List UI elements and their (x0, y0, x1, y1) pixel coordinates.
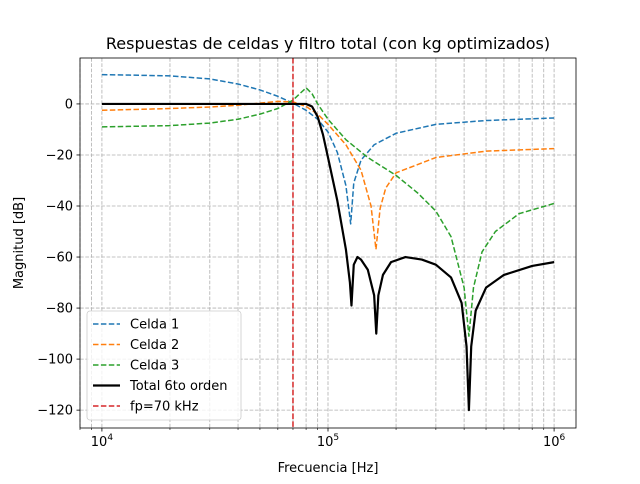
legend-entries: Celda 1 Celda 2 Celda 3 Total 6to orden fp=7… (93, 318, 228, 415)
series-line-2 (101, 100, 555, 251)
legend-label: Celda 2 (130, 338, 179, 353)
x-tick-label: 104 (91, 433, 114, 450)
series-line-3 (101, 87, 555, 337)
legend-label: Total 6to orden (129, 379, 228, 394)
x-tick-label-exponent: 5 (333, 433, 339, 443)
y-tick-label: −120 (37, 404, 73, 419)
y-tick-label: 0 (65, 97, 73, 112)
legend-label: Celda 1 (130, 318, 179, 333)
y-axis-label: Magnitud [dB] (12, 197, 27, 289)
y-tick-label: −20 (46, 148, 73, 163)
legend: Celda 1 Celda 2 Celda 3 Total 6to orden fp=7… (86, 310, 242, 421)
x-axis-label: Frecuencia [Hz] (278, 461, 379, 476)
x-tick-label-exponent: 6 (559, 433, 565, 443)
x-tick-label-base: 10 (543, 435, 560, 450)
chart-title: Respuestas de celdas y filtro total (con… (106, 34, 550, 53)
x-tick-label: 105 (317, 433, 339, 450)
y-tick-label: −100 (37, 353, 73, 368)
y-tick-label: −80 (46, 302, 73, 317)
x-tick-label: 106 (543, 433, 566, 450)
x-tick-label-base: 10 (317, 435, 334, 450)
x-tick-label-base: 10 (91, 435, 108, 450)
legend-label: Celda 3 (130, 359, 179, 374)
y-tick-label: −60 (46, 251, 73, 266)
x-tick-label-exponent: 4 (107, 433, 113, 443)
series-group (101, 58, 555, 428)
series-line-4 (101, 102, 555, 412)
y-tick-label: −40 (46, 200, 73, 215)
legend-label: fp=70 kHz (130, 400, 199, 415)
legend-box (86, 310, 242, 421)
